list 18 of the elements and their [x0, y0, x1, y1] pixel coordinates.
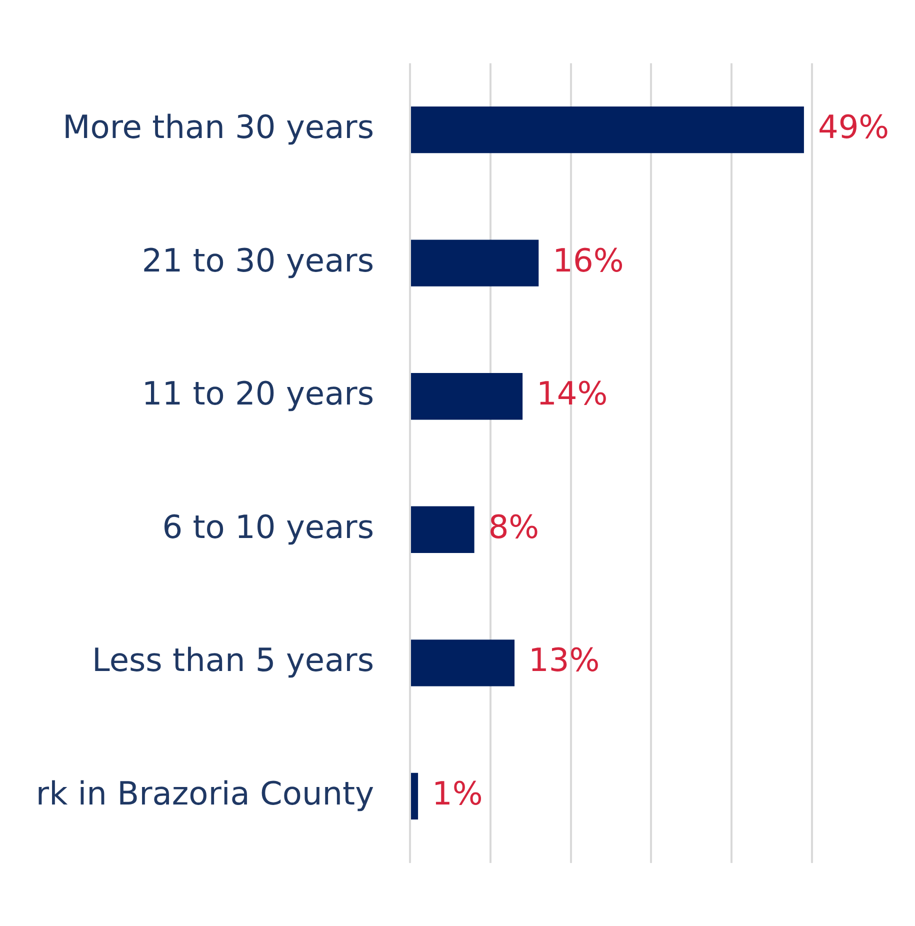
data-label: 1%	[432, 774, 483, 812]
data-label: 8%	[488, 508, 540, 546]
bar	[411, 640, 515, 686]
data-label: 14%	[536, 374, 608, 413]
y-tick-label: rk in Brazoria County	[36, 774, 374, 812]
bar	[411, 106, 804, 154]
data-label: 16%	[552, 241, 624, 280]
y-tick-label: 11 to 20 years	[142, 374, 374, 413]
y-tick-label: Less than 5 years	[92, 641, 374, 680]
bar	[411, 772, 418, 820]
bar	[411, 240, 539, 286]
data-label: 13%	[528, 641, 600, 680]
y-tick-label: More than 30 years	[62, 108, 374, 146]
y-tick-label: 21 to 30 years	[142, 241, 374, 280]
bar	[411, 506, 474, 553]
bar	[411, 373, 523, 420]
data-label: 49%	[818, 108, 890, 146]
y-tick-label: 6 to 10 years	[162, 508, 374, 546]
